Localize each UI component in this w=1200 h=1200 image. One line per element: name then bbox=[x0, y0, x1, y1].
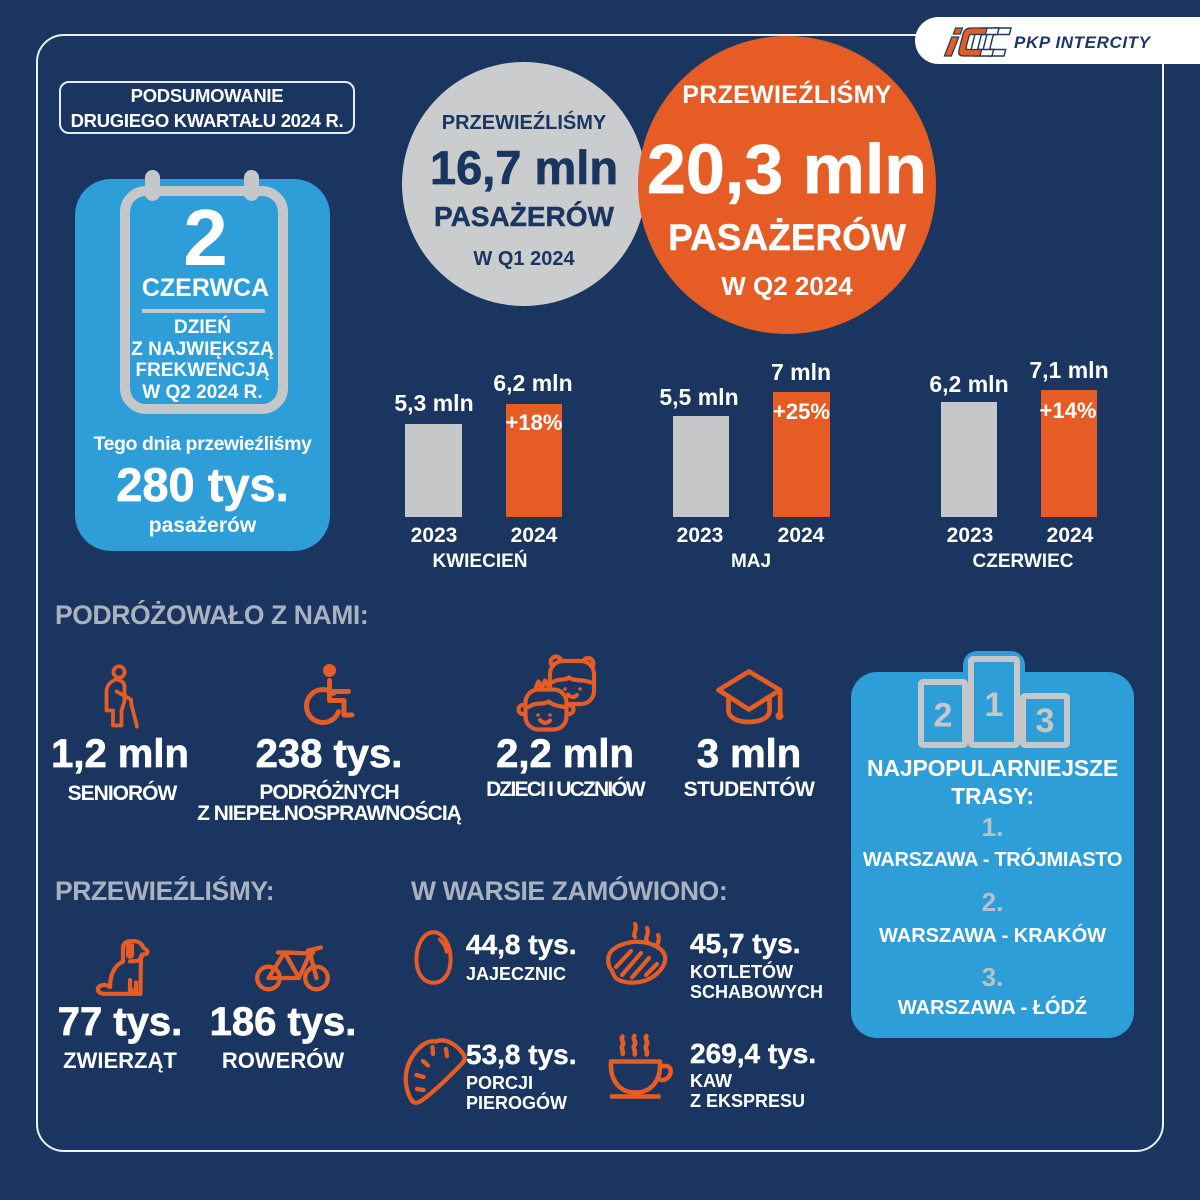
svg-text:3: 3 bbox=[1036, 702, 1055, 740]
svg-text:1: 1 bbox=[985, 686, 1004, 724]
svg-text:2: 2 bbox=[934, 697, 953, 735]
